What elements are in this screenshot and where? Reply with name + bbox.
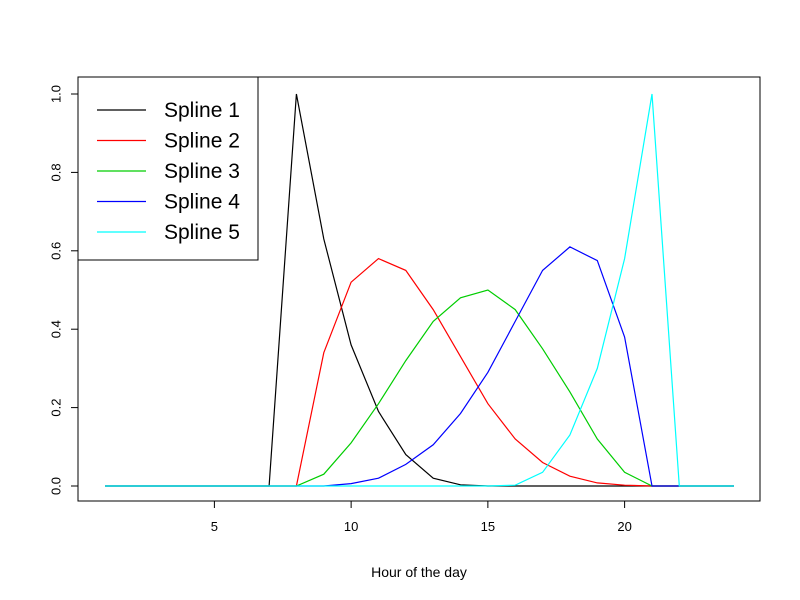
legend-label-2: Spline 2 (164, 130, 240, 153)
y-axis: 0.0 0.2 0.4 0.6 0.8 1.0 (49, 85, 78, 495)
legend-label-5: Spline 5 (164, 221, 240, 244)
legend: Spline 1 Spline 2 Spline 3 Spline 4 Spline 5 (77, 76, 259, 261)
series-layer (105, 93, 734, 487)
x-tick-label: 10 (344, 519, 358, 534)
legend-box (77, 76, 259, 261)
y-tick-label: 0.6 (49, 242, 64, 260)
x-tick-label: 5 (211, 519, 218, 534)
legend-label-3: Spline 3 (164, 160, 240, 183)
series-line-3 (105, 289, 734, 487)
y-tick-label: 0.8 (49, 163, 64, 181)
legend-label-1: Spline 1 (164, 99, 240, 122)
x-tick-label: 20 (617, 519, 631, 534)
series-line-4 (105, 246, 734, 487)
series-line-5 (105, 93, 734, 487)
y-tick-label: 1.0 (49, 85, 64, 103)
series-line-2 (105, 257, 734, 487)
y-tick-label: 0.0 (49, 477, 64, 495)
x-tick-label: 15 (481, 519, 495, 534)
legend-label-4: Spline 4 (164, 191, 240, 214)
y-tick-label: 0.2 (49, 399, 64, 417)
x-axis-label: Hour of the day (371, 564, 467, 580)
x-axis: 5 10 15 20 (211, 500, 632, 534)
y-tick-label: 0.4 (49, 320, 64, 338)
